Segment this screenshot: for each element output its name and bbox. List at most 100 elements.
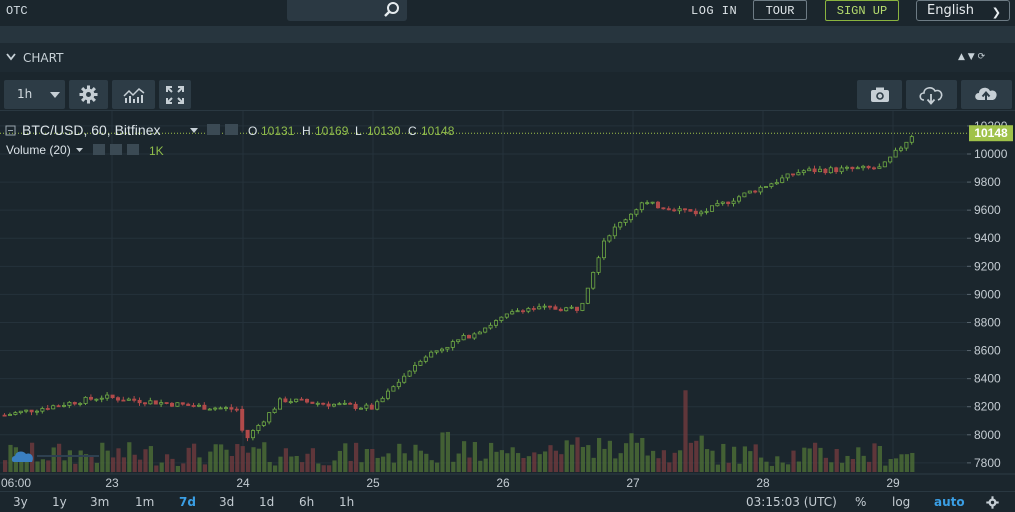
volume-bar (327, 465, 332, 472)
candle (818, 168, 823, 173)
volume-bar (813, 442, 818, 472)
language-select[interactable]: English ❯ (916, 0, 1010, 21)
interval-select[interactable]: 1h (4, 80, 65, 109)
volume-bar (564, 440, 569, 472)
candle (18, 410, 23, 414)
volume-menu-caret-icon[interactable] (76, 148, 83, 152)
volume-bar (877, 446, 882, 472)
upload-button[interactable] (961, 80, 1012, 109)
range-1y[interactable]: 1y (52, 495, 67, 509)
candle (51, 405, 56, 410)
volume-bar (769, 465, 774, 472)
volume-bar (219, 444, 224, 472)
volume-bar (354, 442, 359, 472)
volume-bar (381, 456, 386, 472)
candle (450, 341, 455, 348)
candle (672, 209, 677, 212)
search-box[interactable] (287, 0, 407, 21)
price-tick-label: 7800 (974, 456, 1001, 470)
candle (569, 306, 574, 309)
price-axis[interactable] (967, 111, 1015, 474)
candle (515, 310, 520, 313)
volume-bar (726, 462, 731, 472)
candle (596, 257, 601, 273)
candle (683, 208, 688, 211)
range-1h[interactable]: 1h (339, 495, 355, 509)
signup-button[interactable]: SIGN UP (825, 0, 899, 21)
screenshot-button[interactable] (857, 80, 902, 109)
candle (137, 399, 142, 404)
volume-bar (186, 447, 191, 472)
range-1d[interactable]: 1d (259, 495, 275, 509)
candle (304, 398, 309, 403)
candle (472, 333, 477, 339)
volume-bar (462, 441, 467, 472)
tour-button[interactable]: TOUR (753, 0, 807, 20)
volume-settings-icon[interactable] (110, 144, 122, 155)
percent-toggle[interactable]: % (855, 495, 867, 509)
candle (828, 167, 833, 174)
legend-menu-caret-icon[interactable] (190, 128, 198, 133)
download-button[interactable] (906, 80, 957, 109)
collapse-chevron-icon[interactable] (6, 53, 16, 61)
candle (764, 186, 769, 188)
range-3y[interactable]: 3y (13, 495, 28, 509)
price-chart[interactable]: 7800 8000 8200 8400 8600 8800 9000 9200 9400 9600… (0, 111, 1015, 491)
range-1m[interactable]: 1m (135, 495, 155, 509)
volume-bar (759, 457, 764, 472)
candle (418, 360, 423, 366)
candle (213, 407, 218, 410)
legend-collapse-icon[interactable] (5, 125, 16, 136)
volume-bar (651, 450, 656, 472)
auto-toggle[interactable]: auto (934, 495, 965, 509)
volume-bar (359, 462, 364, 472)
volume-bar (283, 448, 288, 472)
volume-value: 1K (149, 144, 164, 158)
legend-eye-icon[interactable] (207, 124, 220, 135)
fullscreen-button[interactable] (159, 80, 191, 109)
volume-bar (478, 460, 483, 472)
volume-close-icon[interactable] (127, 144, 139, 155)
volume-bar (570, 444, 575, 472)
candle (785, 173, 790, 179)
candle (466, 335, 471, 339)
candle (412, 364, 417, 372)
candle (677, 208, 682, 212)
settings-gear-icon[interactable] (986, 496, 999, 509)
range-7d[interactable]: 7d (179, 495, 196, 509)
candle (791, 173, 796, 176)
volume-bar (883, 465, 888, 472)
range-3d[interactable]: 3d (219, 495, 235, 509)
panel-controls[interactable]: ▲ ▼ ⟳ (958, 52, 986, 62)
candle (888, 156, 893, 163)
volume-bar (305, 453, 310, 472)
log-toggle[interactable]: log (892, 495, 911, 509)
volume-bar (791, 450, 796, 472)
login-link[interactable]: LOG IN (691, 4, 738, 18)
brand-label: OTC (6, 4, 28, 18)
candle (715, 202, 720, 207)
volume-bar (543, 451, 548, 472)
range-3m[interactable]: 3m (90, 495, 110, 509)
indicators-button[interactable] (112, 80, 155, 109)
candle (634, 209, 639, 215)
volume-bar (316, 463, 321, 472)
range-6h[interactable]: 6h (299, 495, 315, 509)
settings-button[interactable] (69, 80, 108, 109)
volume-bar (62, 460, 67, 472)
time-tick-label: 27 (626, 476, 640, 490)
candle (434, 350, 439, 353)
candle (132, 398, 137, 401)
volume-eye-icon[interactable] (93, 144, 105, 155)
search-icon[interactable] (383, 1, 401, 19)
volume-bar (629, 433, 634, 472)
candle (202, 404, 207, 410)
candle (872, 167, 877, 170)
legend-settings-icon[interactable] (225, 124, 238, 135)
low-label: L (355, 124, 362, 138)
low-value: 10130 (367, 124, 401, 138)
candle (35, 410, 40, 413)
volume-bar (235, 444, 240, 472)
price-tick-label: 10000 (974, 147, 1008, 161)
candle (850, 166, 855, 170)
